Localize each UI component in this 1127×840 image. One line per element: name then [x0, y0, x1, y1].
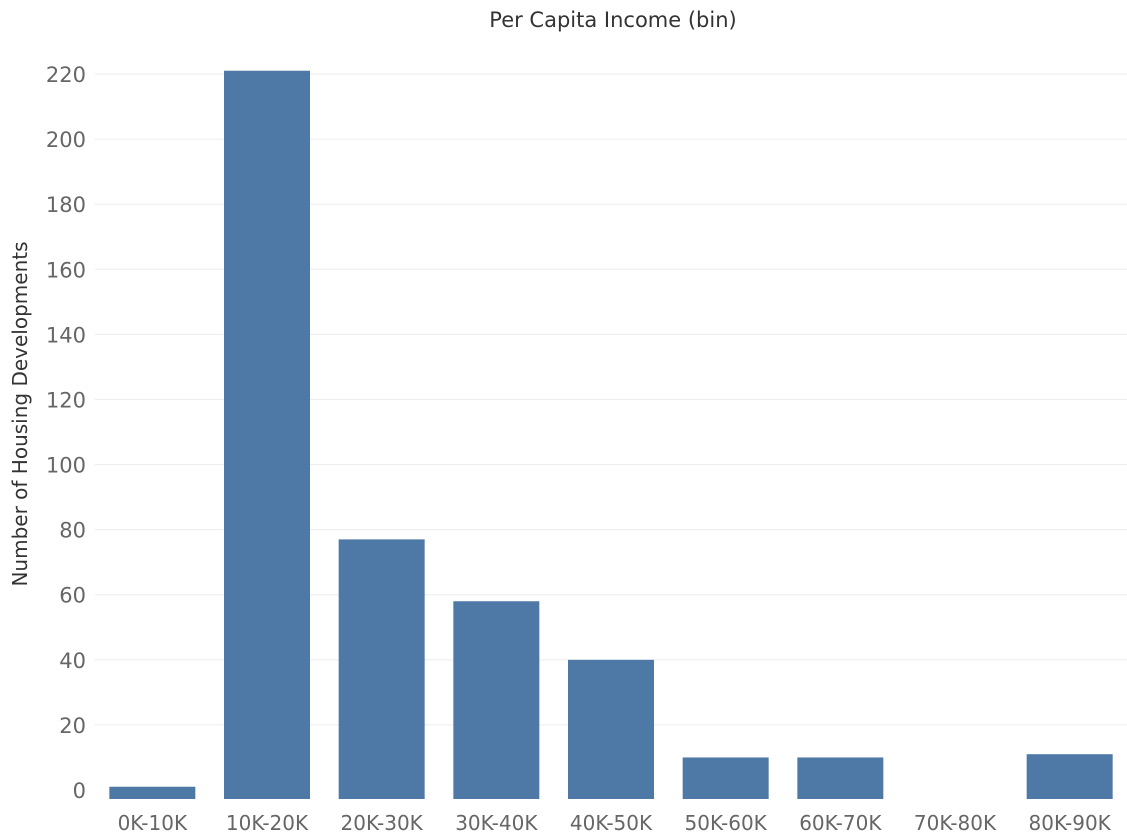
y-tick-label: 0 — [73, 779, 86, 803]
bar-40K-50K — [568, 659, 654, 799]
bar-10K-20K — [224, 70, 310, 799]
bar-50K-60K — [682, 757, 769, 799]
y-tick-label: 100 — [46, 454, 86, 478]
y-tick-label: 200 — [46, 128, 86, 152]
bar-80K-90K — [1026, 754, 1113, 799]
x-tick-label: 30K-40K — [455, 811, 538, 835]
x-tick-label: 70K-80K — [914, 811, 997, 835]
x-axis-ticks: 0K-10K 10K-20K 20K-30K 30K-40K 40K-50K 50K-60… — [118, 811, 1112, 835]
x-axis-title: Per Capita Income (bin) — [489, 8, 736, 32]
y-tick-label: 220 — [46, 63, 86, 87]
y-tick-label: 40 — [59, 649, 86, 673]
y-tick-label: 140 — [46, 323, 86, 347]
x-tick-label: 50K-60K — [685, 811, 768, 835]
x-tick-label: 60K-70K — [799, 811, 882, 835]
y-axis-ticks: 0 20 40 60 80 100 120 140 160 180 200 220 — [46, 63, 86, 803]
bars — [109, 70, 1113, 799]
y-tick-label: 60 — [59, 584, 86, 608]
y-tick-label: 80 — [59, 519, 86, 543]
x-tick-label: 40K-50K — [570, 811, 653, 835]
bar-0K-10K — [109, 786, 196, 799]
y-tick-label: 180 — [46, 193, 86, 217]
x-tick-label: 80K-90K — [1029, 811, 1112, 835]
y-tick-label: 120 — [46, 388, 86, 412]
x-tick-label: 0K-10K — [118, 811, 188, 835]
x-tick-label: 20K-30K — [341, 811, 424, 835]
x-tick-label: 10K-20K — [226, 811, 309, 835]
bar-30K-40K — [453, 601, 540, 799]
y-axis-title: Number of Housing Developments — [8, 241, 32, 586]
y-tick-label: 20 — [59, 714, 86, 738]
bar-20K-30K — [338, 539, 425, 799]
y-tick-label: 160 — [46, 258, 86, 282]
bar-60K-70K — [797, 757, 884, 799]
